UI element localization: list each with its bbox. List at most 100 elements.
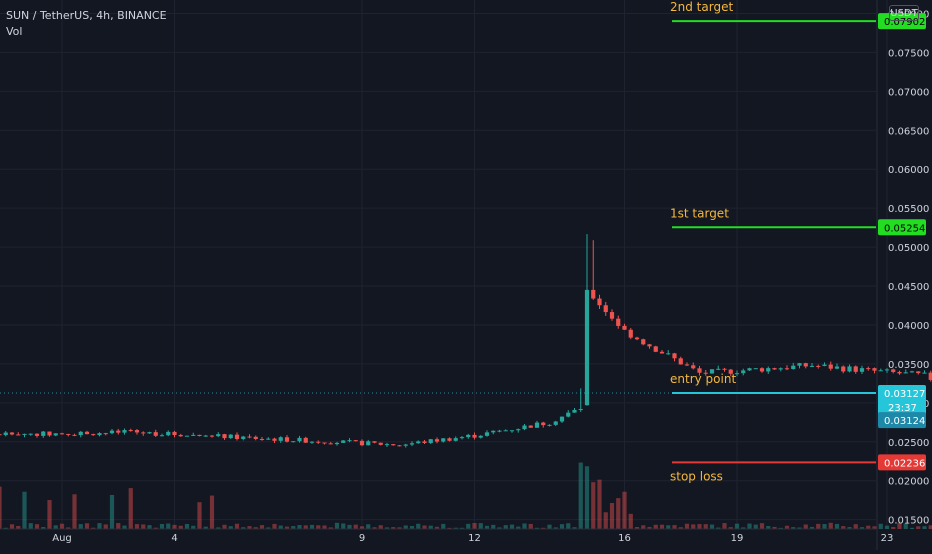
volume-bar	[466, 523, 471, 529]
candle-body	[484, 432, 490, 436]
volume-bar	[316, 525, 321, 529]
candle-body	[459, 437, 465, 439]
candle-body	[928, 372, 932, 380]
volume-indicator-label[interactable]: Vol	[6, 25, 23, 38]
y-tick-label: 0.06000	[888, 165, 929, 176]
volume-bar	[541, 527, 546, 529]
candle-body	[109, 430, 115, 434]
bid-price-badge	[878, 412, 926, 429]
volume-bar	[603, 512, 608, 529]
volume-bar	[309, 524, 315, 529]
candle-body	[266, 438, 271, 440]
volume-bar	[647, 526, 652, 529]
volume-bar	[547, 524, 552, 529]
volume-bar	[297, 525, 302, 529]
volume-bar	[191, 525, 196, 529]
candle-body	[497, 430, 502, 432]
candle-body	[847, 366, 852, 372]
candle-body	[841, 366, 846, 372]
volume-bar	[403, 525, 408, 529]
volume-bar	[303, 525, 308, 529]
symbol-title[interactable]: SUN / TetherUS, 4h, BINANCE	[6, 9, 167, 22]
x-tick-label: 19	[731, 533, 744, 544]
candle-body	[347, 440, 352, 442]
volume-bar	[109, 494, 115, 529]
candle-body	[759, 368, 765, 372]
volume-bar	[897, 522, 902, 529]
volume-bar	[41, 526, 46, 529]
candle-body	[259, 438, 265, 440]
candle-body	[341, 440, 346, 443]
volume-bars	[0, 462, 932, 529]
candle-body	[859, 368, 865, 372]
volume-bar	[822, 524, 827, 529]
volume-bar	[47, 500, 52, 529]
candle-body	[491, 430, 496, 433]
volume-bar	[409, 525, 415, 529]
candle-body	[72, 434, 77, 436]
candle-body	[547, 424, 552, 426]
entry-label[interactable]: entry point	[670, 372, 736, 386]
volume-bar	[684, 523, 690, 529]
candlesticks[interactable]	[0, 234, 932, 448]
volume-bar	[853, 524, 858, 529]
volume-bar	[253, 527, 258, 529]
volume-bar	[747, 523, 752, 529]
volume-bar	[622, 491, 627, 529]
candle-body	[734, 373, 740, 375]
candle-body	[691, 365, 696, 369]
volume-bar	[422, 525, 427, 529]
candle-body	[34, 433, 40, 436]
candle-body	[816, 365, 821, 367]
volume-bar	[653, 524, 658, 529]
volume-bar	[528, 523, 533, 529]
candle-body	[453, 438, 458, 441]
candle-body	[153, 432, 158, 436]
y-tick-label: 0.02000	[888, 477, 929, 488]
candle-body	[541, 422, 546, 426]
volume-bar	[659, 524, 665, 529]
candle-body	[447, 438, 452, 441]
volume-bar	[16, 525, 21, 529]
candle-body	[916, 371, 921, 374]
volume-bar	[147, 525, 152, 529]
volume-bar	[84, 523, 90, 529]
candle-body	[316, 441, 321, 443]
volume-bar	[678, 527, 683, 529]
candle-body	[66, 433, 71, 435]
candle-body	[97, 433, 102, 436]
volume-bar	[891, 526, 896, 529]
candle-body	[41, 431, 46, 436]
candle-body	[334, 442, 340, 445]
candle-body	[9, 432, 15, 435]
second-target-label[interactable]: 2nd target	[670, 0, 733, 14]
currency-badge[interactable]: USDT	[889, 5, 919, 21]
candle-body	[191, 434, 196, 436]
y-tick-label: 0.07000	[888, 87, 929, 98]
candle-body	[559, 416, 565, 422]
first-target-price-badge	[878, 219, 926, 236]
candle-body	[441, 438, 446, 442]
first-target-price-text: 0.05254	[884, 223, 925, 234]
volume-bar	[728, 527, 733, 529]
volume-bar	[441, 523, 446, 529]
first-target-label[interactable]: 1st target	[670, 206, 729, 220]
volume-bar	[709, 524, 715, 529]
price-levels[interactable]: 2nd target 1st target entry point stop loss	[0, 0, 876, 483]
candle-body	[366, 441, 371, 446]
volume-bar	[516, 526, 521, 529]
stop-loss-label[interactable]: stop loss	[670, 469, 723, 483]
candle-body	[309, 441, 315, 443]
candle-body	[584, 289, 590, 406]
volume-bar	[803, 524, 808, 529]
candle-body	[728, 369, 733, 374]
volume-bar	[759, 523, 765, 529]
candle-body	[422, 441, 427, 443]
volume-bar	[372, 527, 377, 529]
volume-bar	[616, 498, 621, 529]
volume-bar	[691, 524, 696, 529]
volume-bar	[97, 523, 102, 529]
